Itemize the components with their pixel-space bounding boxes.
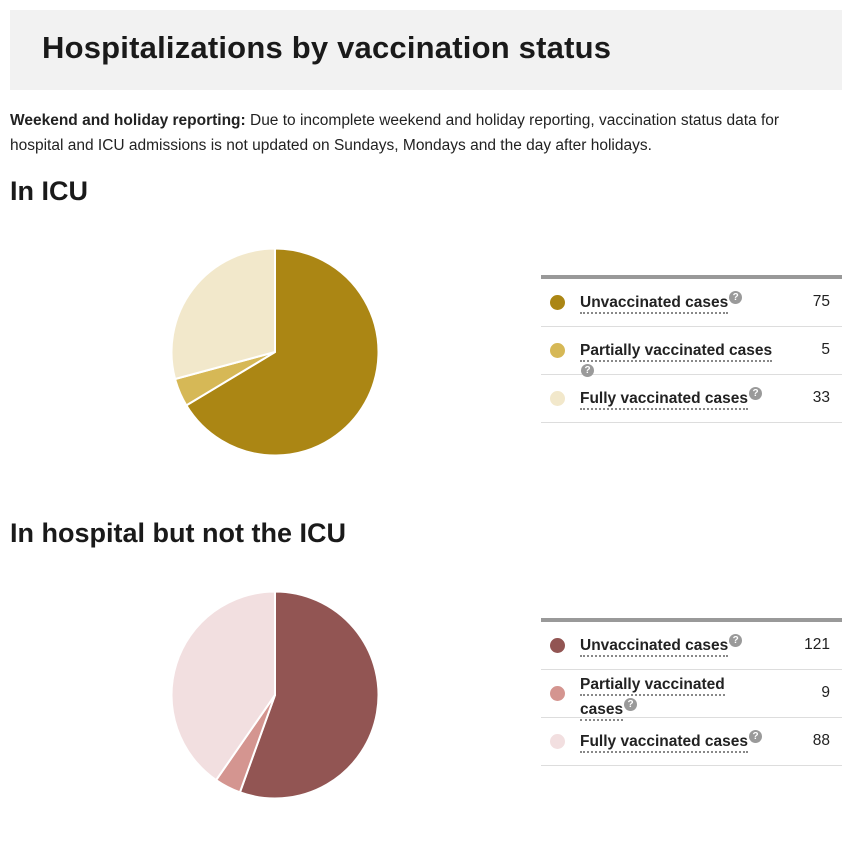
help-icon[interactable]: ? xyxy=(581,364,594,377)
note-label: Weekend and holiday reporting: xyxy=(10,112,246,129)
legend-label[interactable]: Partially vaccinated cases? xyxy=(580,338,780,388)
help-icon[interactable]: ? xyxy=(729,291,743,304)
note-text: Due to incomplete weekend and holiday re… xyxy=(10,112,780,154)
icu-legend-row-partially-vaccinated: Partially vaccinated cases? 5 xyxy=(541,327,842,377)
page-header: Hospitalizations by vaccination status xyxy=(10,10,842,90)
legend-label-text: Partially vaccinated cases xyxy=(580,342,773,362)
legend-label-text: Unvaccinated cases xyxy=(580,294,729,314)
help-icon[interactable]: ? xyxy=(749,730,763,743)
icu-legend: Unvaccinated cases? 75 Partially vaccinate… xyxy=(541,275,842,423)
legend-swatch xyxy=(550,391,565,406)
legend-label[interactable]: Unvaccinated cases? xyxy=(580,290,780,315)
legend-label-text: Unvaccinated cases xyxy=(580,637,729,657)
reporting-note: Weekend and holiday reporting: Due to in… xyxy=(10,108,800,158)
legend-value: 5 xyxy=(821,341,830,358)
legend-label[interactable]: Partially vaccinated cases? xyxy=(580,672,745,722)
legend-value: 88 xyxy=(812,732,830,749)
legend-label-text: Fully vaccinated cases xyxy=(580,390,749,410)
hospital-legend-row-unvaccinated: Unvaccinated cases? 121 xyxy=(541,622,842,670)
icu-section-title: In ICU xyxy=(10,176,88,206)
legend-label[interactable]: Fully vaccinated cases? xyxy=(580,386,780,411)
hospital-legend-row-fully-vaccinated: Fully vaccinated cases? 88 xyxy=(541,718,842,766)
legend-value: 75 xyxy=(812,293,830,310)
help-icon[interactable]: ? xyxy=(729,634,743,647)
icu-legend-row-unvaccinated: Unvaccinated cases? 75 xyxy=(541,279,842,327)
help-icon[interactable]: ? xyxy=(624,698,638,711)
hospital-pie-chart xyxy=(170,590,380,800)
icu-pie-slice-fully-vaccinated[interactable] xyxy=(170,247,276,381)
legend-label[interactable]: Unvaccinated cases? xyxy=(580,633,780,658)
hospital-section-title: In hospital but not the ICU xyxy=(10,518,346,548)
hospital-legend: Unvaccinated cases? 121 Partially vaccinat… xyxy=(541,618,842,766)
icu-pie-chart xyxy=(170,247,380,457)
hospital-pie-slice-fully-vaccinated[interactable] xyxy=(170,590,276,782)
hospital-legend-row-partially-vaccinated: Partially vaccinated cases? 9 xyxy=(541,670,842,721)
legend-label-text: Fully vaccinated cases xyxy=(580,733,749,753)
legend-value: 33 xyxy=(812,389,830,406)
hospital-pie-slice-unvaccinated[interactable] xyxy=(238,590,380,800)
legend-swatch xyxy=(550,638,565,653)
legend-value: 121 xyxy=(804,636,830,653)
icu-legend-row-fully-vaccinated: Fully vaccinated cases? 33 xyxy=(541,375,842,423)
legend-swatch xyxy=(550,686,565,701)
legend-swatch xyxy=(550,734,565,749)
legend-value: 9 xyxy=(821,684,830,701)
page-title: Hospitalizations by vaccination status xyxy=(42,30,612,65)
legend-label[interactable]: Fully vaccinated cases? xyxy=(580,729,780,754)
icu-pie-slice-unvaccinated[interactable] xyxy=(185,247,380,457)
legend-label-text: Partially vaccinated cases xyxy=(580,676,725,721)
legend-swatch xyxy=(550,343,565,358)
legend-swatch xyxy=(550,295,565,310)
help-icon[interactable]: ? xyxy=(749,387,763,400)
